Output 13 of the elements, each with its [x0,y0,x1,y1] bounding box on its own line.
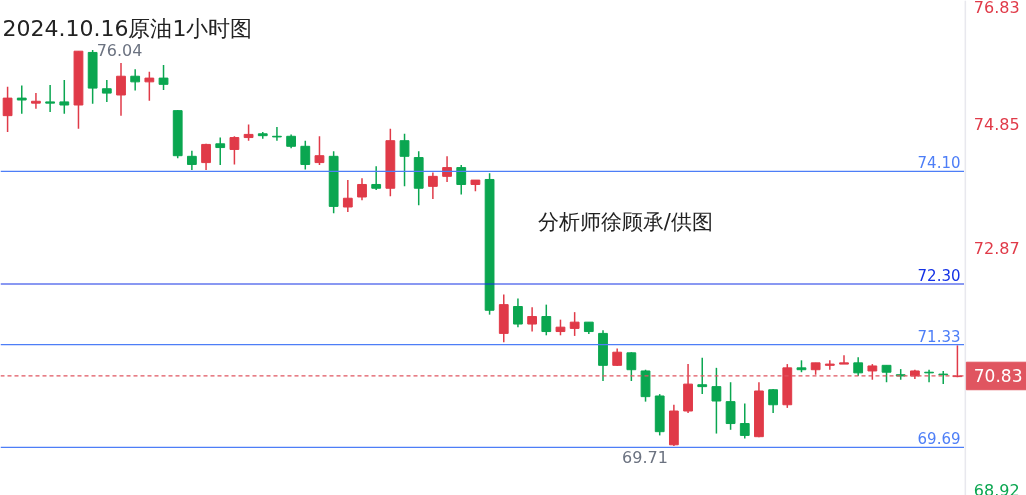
annotation: 分析师徐顾承/供图 [537,210,713,235]
y-tick-label: 68.92 [973,480,1020,495]
ref-line-label: 74.10 [917,154,961,173]
ref-line-label: 70.83 [973,366,1023,387]
y-tick-label: 76.83 [973,0,1020,17]
ref-line-label: 72.30 [917,266,961,285]
annotation: 76.04 [96,40,143,60]
ref-line-label: 69.69 [917,430,961,449]
y-tick-label: 74.85 [973,115,1020,135]
y-tick-label: 72.87 [973,239,1020,259]
ref-line-label: 71.33 [917,327,961,346]
text: 2024.10.16原油1小时图 [2,15,253,41]
annotation: 69.71 [622,448,668,468]
